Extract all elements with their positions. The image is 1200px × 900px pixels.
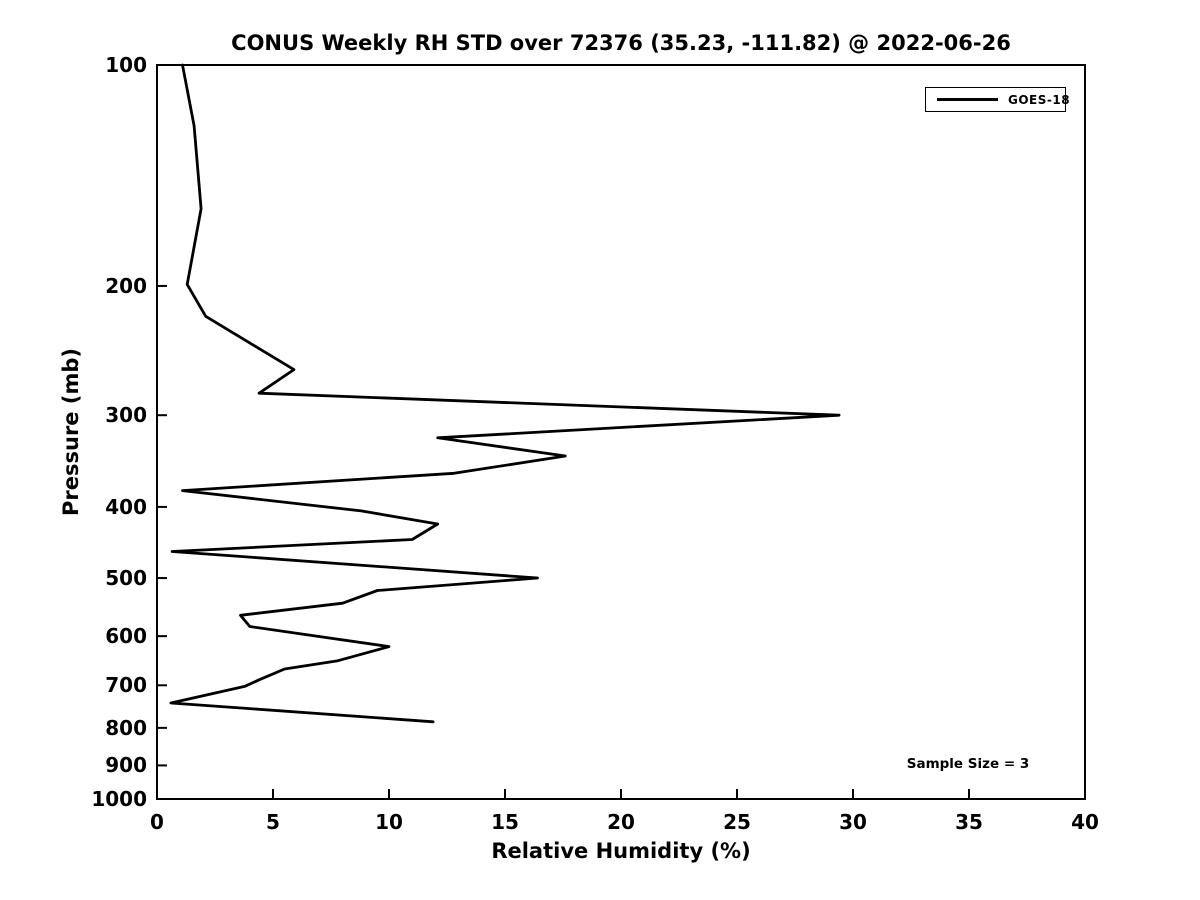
y-tick-label: 700 <box>105 673 147 698</box>
y-tick-label: 300 <box>105 403 147 428</box>
y-tick-label: 100 <box>105 53 147 77</box>
y-tick-label: 1000 <box>91 787 147 811</box>
y-tick-label: 400 <box>105 494 147 519</box>
y-axis-label: Pressure (mb) <box>59 348 83 516</box>
y-tick-label: 900 <box>105 753 147 778</box>
y-tick-label: 200 <box>105 273 147 298</box>
x-axis-label: Relative Humidity (%) <box>491 839 751 863</box>
legend-line-sample <box>937 97 998 102</box>
y-tick-label: 500 <box>105 566 147 591</box>
sample-size-annotation: Sample Size = 3 <box>906 756 1030 772</box>
x-tick-label: 0 <box>150 810 164 834</box>
x-tick-label: 40 <box>1071 810 1099 834</box>
x-tick-label: 35 <box>955 810 983 834</box>
chart-title: CONUS Weekly RH STD over 72376 (35.23, -… <box>231 31 1011 55</box>
legend: GOES-18 <box>925 87 1070 112</box>
x-tick-label: 30 <box>839 810 867 834</box>
x-tick-label: 15 <box>491 810 519 834</box>
x-tick-label: 20 <box>607 810 635 834</box>
x-tick-label: 10 <box>375 810 403 834</box>
x-tick-label: 25 <box>723 810 751 834</box>
y-tick-label: 600 <box>105 624 147 649</box>
legend-entry-label: GOES-18 <box>1008 92 1071 107</box>
series-line-goes-18 <box>169 63 841 724</box>
y-tick-label: 800 <box>105 715 147 740</box>
axes-spines <box>156 64 1086 800</box>
x-tick-label: 5 <box>266 810 280 834</box>
